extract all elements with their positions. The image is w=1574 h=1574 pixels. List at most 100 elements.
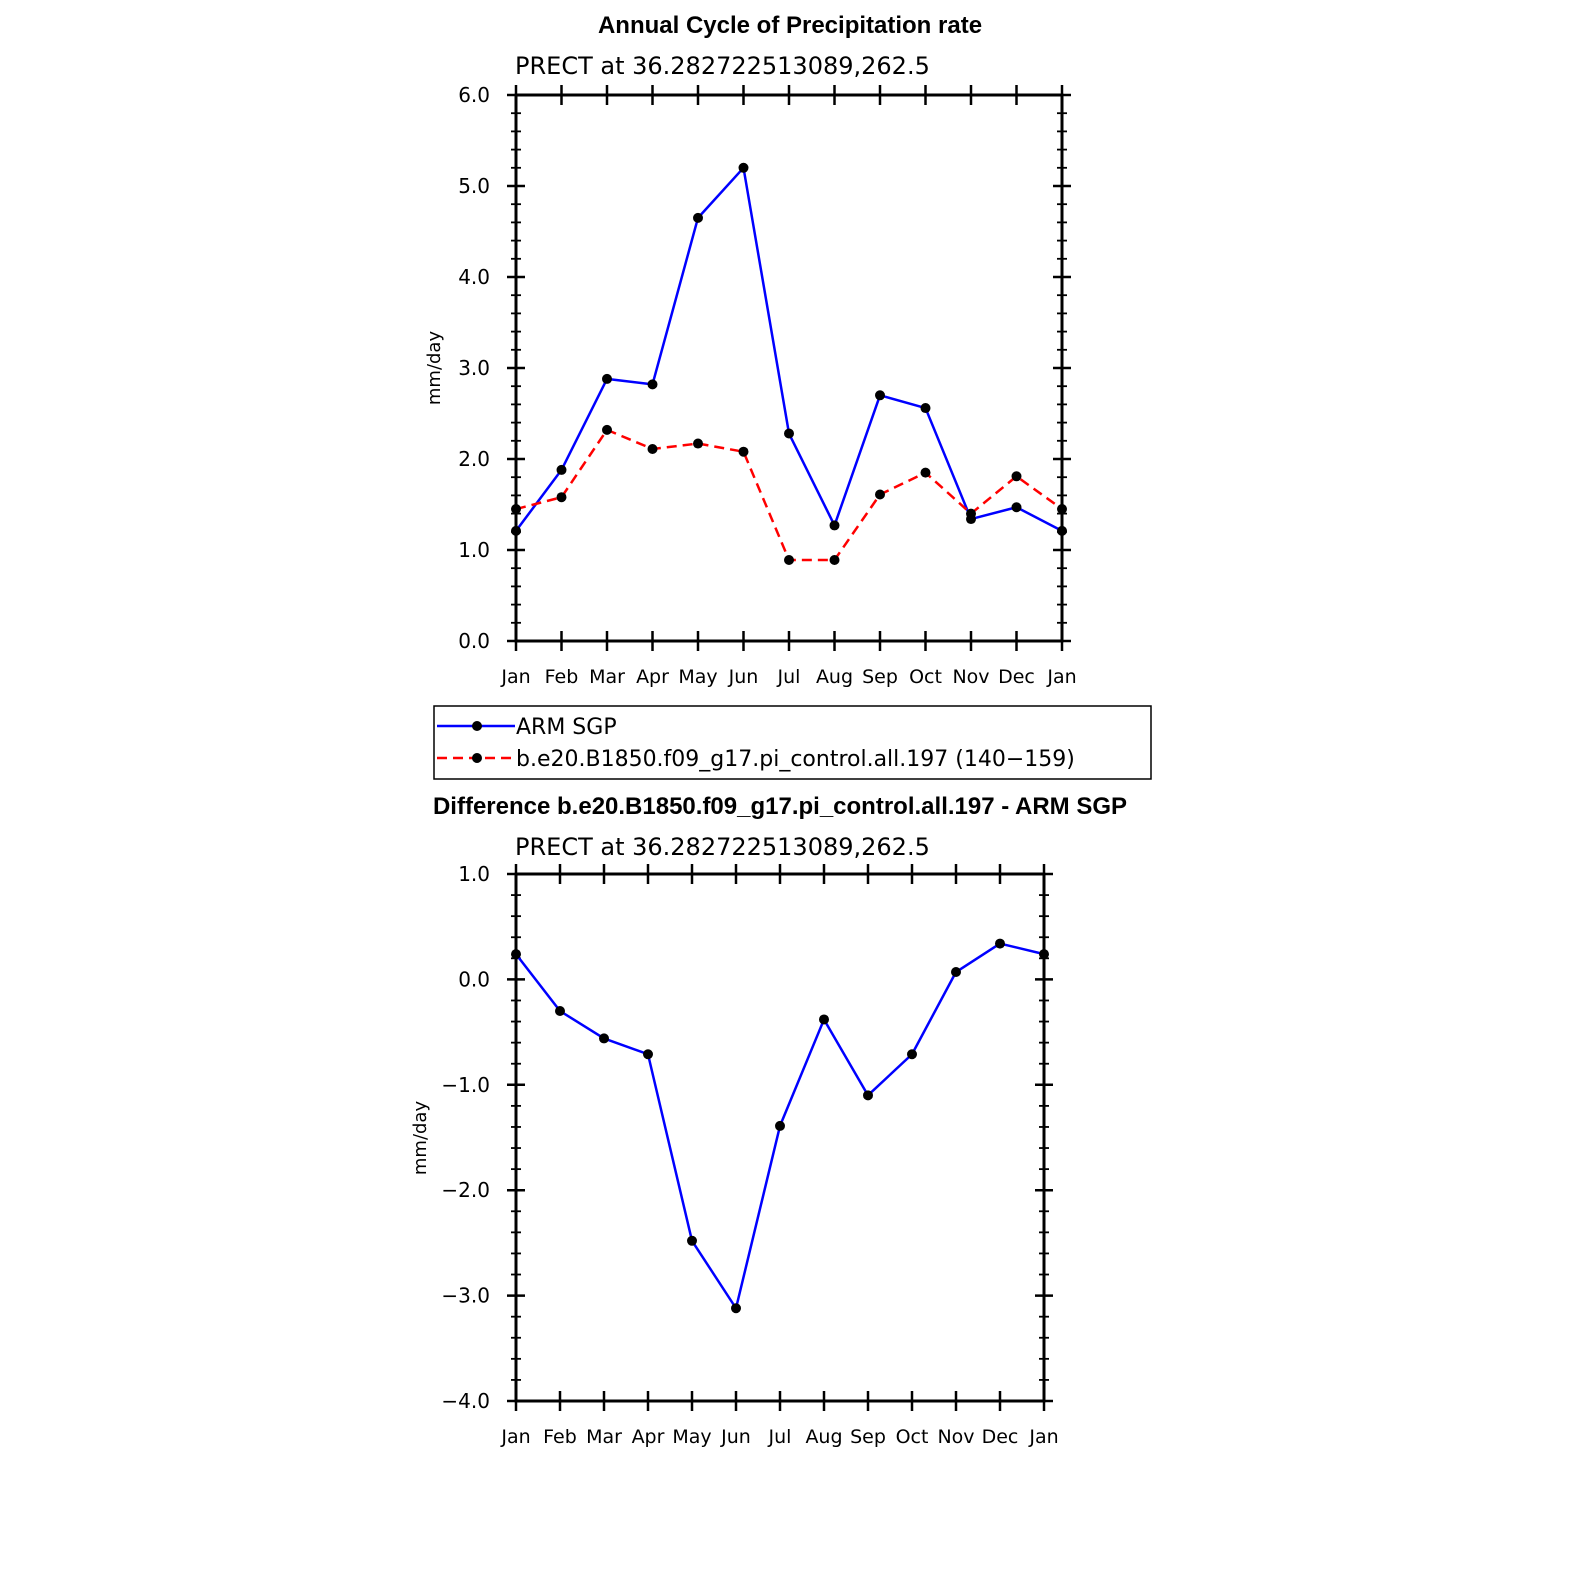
legend-marker-arm-sgp (472, 721, 482, 731)
data-point-0-0 (511, 949, 521, 960)
data-point-1-6 (784, 555, 794, 566)
x-tick-label: Aug (805, 1426, 842, 1448)
legend-box (433, 705, 1152, 780)
axes-frame (507, 864, 1053, 1411)
data-point-0-11 (995, 938, 1005, 949)
x-tick-label: Feb (543, 1426, 577, 1448)
chart-subtitle: PRECT at 36.282722513089,262.5 (515, 52, 930, 80)
x-tick-label: Jan (500, 666, 530, 688)
data-point-0-0 (511, 525, 521, 536)
x-tick-label: Aug (816, 666, 853, 688)
data-point-0-8 (863, 1090, 873, 1101)
x-tick-labels: Jan Feb Mar Apr May Jun Jul Aug Sep Oct Nov Dec Jan (500, 1426, 1058, 1448)
series-line-0 (514, 166, 1063, 532)
y-tick-label: −3.0 (441, 1284, 490, 1308)
x-tick-label: Nov (952, 666, 989, 688)
difference-chart: Difference b.e20.B1850.f09_g17.pi_contro… (410, 793, 1127, 1448)
x-tick-label: Apr (632, 1426, 665, 1448)
x-tick-label: Jan (500, 1426, 530, 1448)
x-tick-label: Jul (768, 1426, 792, 1448)
data-point-0-6 (775, 1120, 785, 1131)
y-axis-label: mm/day (410, 1101, 431, 1176)
data-point-0-5 (738, 162, 749, 173)
x-tick-label: Oct (896, 1426, 929, 1448)
x-tick-label: Apr (636, 666, 669, 688)
data-point-0-10 (951, 967, 961, 978)
annual-cycle-chart: Annual Cycle of Precipitation rate PRECT… (424, 12, 1077, 688)
legend-label-model: b.e20.B1850.f09_g17.pi_control.all.197 (… (516, 747, 1075, 772)
data-point-0-3 (647, 379, 658, 390)
data-point-1-11 (1011, 471, 1022, 482)
y-tick-label: 2.0 (458, 447, 490, 471)
x-tick-label: Sep (850, 1426, 886, 1448)
y-tick-label: −4.0 (441, 1389, 490, 1413)
series-layer (511, 162, 1067, 566)
plot-frame (514, 872, 1046, 1403)
x-tick-label: Dec (998, 666, 1035, 688)
y-axis-label: mm/day (424, 331, 445, 406)
data-point-1-9 (920, 467, 931, 478)
x-tick-label: May (678, 666, 717, 688)
series-layer (511, 938, 1049, 1314)
y-tick-label: 1.0 (458, 862, 490, 886)
y-tick-label: −2.0 (441, 1178, 490, 1202)
x-tick-label: Feb (545, 666, 579, 688)
x-tick-label: Jun (728, 666, 759, 688)
data-point-0-1 (556, 464, 567, 475)
x-tick-label: Sep (862, 666, 898, 688)
data-point-0-12 (1039, 949, 1049, 960)
data-point-1-7 (829, 555, 840, 566)
y-tick-label: 0.0 (458, 629, 490, 653)
legend-label-arm-sgp: ARM SGP (516, 715, 617, 740)
x-tick-label: Mar (586, 1426, 622, 1448)
data-point-0-2 (602, 373, 612, 384)
data-point-0-4 (687, 1235, 697, 1246)
data-point-0-7 (829, 520, 840, 531)
data-point-1-1 (556, 492, 567, 503)
x-tick-label: Jun (720, 1426, 751, 1448)
data-point-0-6 (784, 428, 794, 439)
data-point-0-1 (555, 1006, 565, 1017)
data-point-0-9 (920, 403, 931, 414)
legend: ARM SGP b.e20.B1850.f09_g17.pi_control.a… (433, 705, 1152, 780)
data-point-0-12 (1057, 525, 1067, 536)
x-tick-label: Dec (982, 1426, 1019, 1448)
y-tick-label: −1.0 (441, 1073, 490, 1097)
x-tick-label: May (672, 1426, 711, 1448)
data-point-1-2 (602, 424, 612, 435)
y-tick-label: 1.0 (458, 538, 490, 562)
data-point-1-3 (647, 443, 658, 454)
data-point-0-7 (819, 1014, 829, 1025)
chart-subtitle: PRECT at 36.282722513089,262.5 (515, 833, 930, 861)
data-point-1-4 (693, 438, 703, 449)
data-point-0-11 (1011, 502, 1022, 513)
data-point-0-9 (907, 1049, 917, 1060)
legend-entry-model: b.e20.B1850.f09_g17.pi_control.all.197 (… (437, 747, 1075, 772)
axes-frame (507, 85, 1071, 651)
data-point-0-3 (643, 1049, 653, 1060)
y-tick-label: 5.0 (458, 174, 490, 198)
x-tick-label: Jan (1046, 666, 1076, 688)
data-point-1-10 (966, 508, 976, 519)
data-point-0-5 (731, 1303, 741, 1314)
x-tick-labels: Jan Feb Mar Apr May Jun Jul Aug Sep Oct Nov Dec Jan (500, 666, 1076, 688)
y-tick-label: 3.0 (458, 356, 490, 380)
y-tick-label: 4.0 (458, 265, 490, 289)
legend-marker-model (472, 753, 482, 763)
x-tick-label: Oct (909, 666, 942, 688)
series-line-1 (515, 428, 1063, 562)
chart-title: Difference b.e20.B1850.f09_g17.pi_contro… (433, 793, 1127, 820)
y-tick-labels: −4.0 −3.0 −2.0 −1.0 0.0 1.0 (441, 862, 490, 1413)
x-tick-label: Mar (589, 666, 625, 688)
data-point-1-8 (875, 489, 885, 500)
data-point-0-8 (875, 390, 885, 401)
data-point-1-5 (738, 446, 749, 457)
data-point-1-12 (1057, 504, 1067, 515)
data-point-1-0 (511, 504, 521, 515)
legend-entry-arm-sgp: ARM SGP (437, 715, 617, 740)
y-tick-labels: 0.0 1.0 2.0 3.0 4.0 5.0 6.0 (458, 83, 490, 653)
x-tick-label: Nov (937, 1426, 974, 1448)
x-tick-label: Jul (777, 666, 801, 688)
data-point-0-2 (599, 1033, 609, 1044)
